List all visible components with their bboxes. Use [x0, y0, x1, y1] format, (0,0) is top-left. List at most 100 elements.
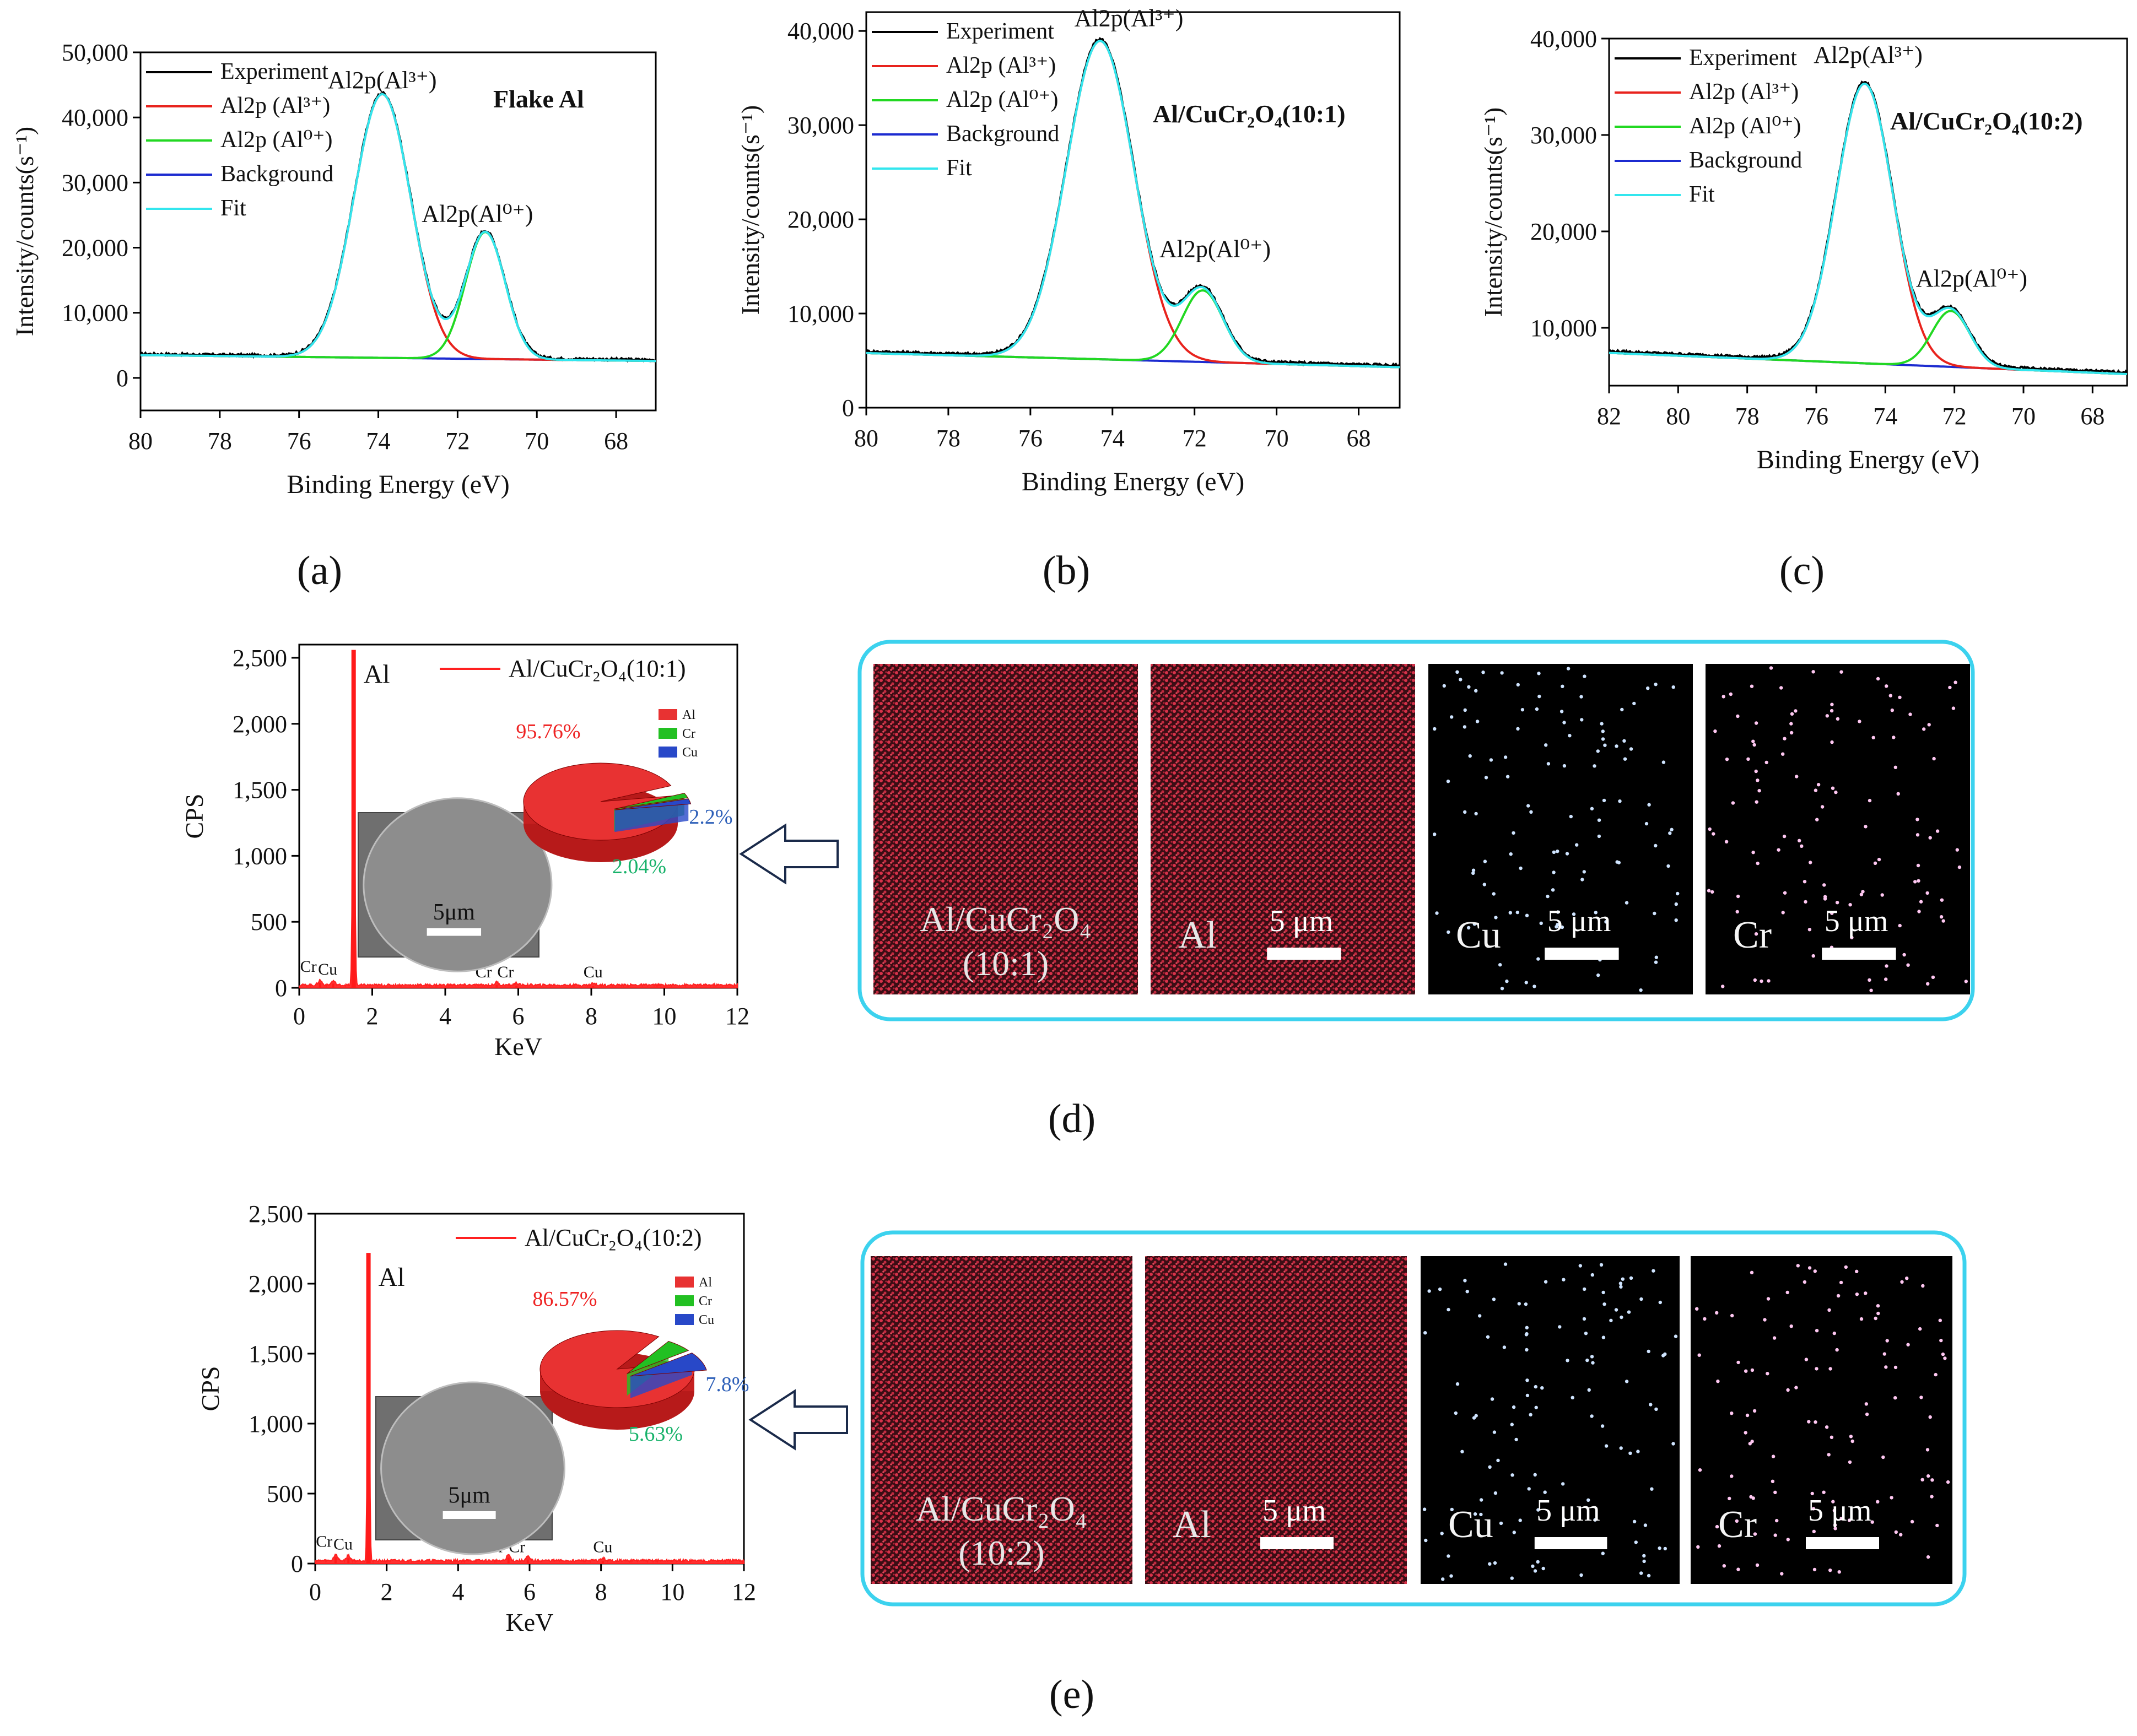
- element-dot: [1583, 1287, 1586, 1291]
- element-dot: [1771, 1454, 1776, 1458]
- element-dot: [1625, 1380, 1629, 1383]
- arrow-left-icon: [748, 1389, 848, 1451]
- x-tick-label: 12: [732, 1578, 756, 1605]
- element-dot: [1488, 1465, 1492, 1469]
- element-dot: [1876, 677, 1880, 681]
- x-tick-label: 6: [512, 1003, 525, 1030]
- element-dot: [1917, 910, 1921, 913]
- element-dot: [1750, 1440, 1754, 1443]
- legend-entry: Background: [946, 121, 1059, 147]
- element-dot: [1815, 1329, 1819, 1333]
- legend-entry: Experiment: [220, 59, 328, 84]
- eds-spectrum: [299, 667, 738, 988]
- element-dot: [1562, 1518, 1566, 1522]
- element-dot: [1531, 1564, 1535, 1568]
- map-image: [1691, 1256, 1952, 1584]
- element-dot: [1474, 812, 1478, 816]
- y-tick-label: 30,000: [787, 112, 854, 139]
- x-tick-label: 78: [936, 425, 960, 452]
- map-label: (10:1): [963, 944, 1049, 983]
- element-dot: [1724, 840, 1729, 844]
- element-dot: [1908, 712, 1912, 716]
- element-dot: [1663, 1546, 1667, 1551]
- element-dot: [1753, 978, 1757, 982]
- element-dot: [1835, 901, 1839, 905]
- element-dot: [1492, 1297, 1496, 1301]
- map-scale-label: 5 μm: [1547, 904, 1611, 938]
- element-dot: [1812, 1567, 1817, 1572]
- element-dot: [1710, 890, 1714, 894]
- map-scale-label: 5 μm: [1808, 1494, 1872, 1528]
- element-dot: [1807, 928, 1812, 932]
- legend-entry: Al2p (Al⁰⁺): [1689, 113, 1801, 139]
- map-label: Cu: [1448, 1504, 1493, 1546]
- element-dot: [1822, 1490, 1826, 1494]
- element-dot: [1848, 1460, 1852, 1464]
- y-tick-label: 20,000: [62, 235, 128, 262]
- element-dot: [1474, 689, 1478, 693]
- plot-frame: [1608, 37, 2128, 387]
- element-dot: [1736, 1567, 1740, 1571]
- element-dot: [1712, 832, 1715, 836]
- element-dot: [1811, 1507, 1816, 1511]
- element-dot: [1441, 1577, 1445, 1581]
- element-dot: [1514, 1437, 1518, 1442]
- element-dot: [1654, 955, 1658, 959]
- element-dot: [1823, 897, 1827, 901]
- element-dot: [1934, 1372, 1938, 1377]
- element-dot: [1526, 804, 1530, 808]
- element-dot: [1493, 1491, 1498, 1495]
- element-dot: [1731, 801, 1735, 805]
- element-dot: [1493, 1561, 1497, 1565]
- element-dot: [1751, 851, 1755, 855]
- element-dot: [1754, 769, 1758, 774]
- element-dot: [1915, 818, 1919, 821]
- element-dot: [1885, 964, 1888, 968]
- element-dot: [1539, 921, 1543, 926]
- element-dot: [1859, 1317, 1864, 1321]
- map-image: [873, 664, 1138, 994]
- element-dot: [1812, 1529, 1816, 1533]
- peak-annotation: Al2p(Al³⁺): [1075, 5, 1184, 32]
- element-dot: [1629, 1276, 1633, 1280]
- element-dot: [1698, 1468, 1702, 1472]
- element-dot: [1868, 978, 1871, 982]
- element-dot: [1503, 1262, 1508, 1266]
- element-dot: [1898, 923, 1902, 928]
- element-dot: [1964, 980, 1968, 983]
- element-dot: [1730, 1313, 1734, 1318]
- element-dot: [1803, 880, 1807, 884]
- element-dot: [1658, 1300, 1662, 1305]
- element-dot: [1479, 1512, 1483, 1517]
- legend-entry: Experiment: [1689, 45, 1797, 71]
- element-dot: [1543, 1490, 1547, 1494]
- element-dot: [1713, 729, 1717, 733]
- element-dot: [1782, 834, 1787, 839]
- y-tick-label: 2,500: [249, 1200, 303, 1227]
- fit-curve: [140, 93, 656, 363]
- element-dot: [1850, 935, 1854, 939]
- eds-map-al: Al 5 μm: [1145, 1256, 1407, 1584]
- y-tick-label: 10,000: [787, 300, 854, 327]
- element-dot: [1454, 1411, 1458, 1415]
- legend-entry: Background: [1689, 148, 1802, 173]
- element-dot: [1654, 1407, 1658, 1411]
- element-dot: [1535, 707, 1539, 711]
- element-dot: [1447, 1307, 1450, 1312]
- pie-legend-entry: Cu: [682, 745, 698, 760]
- plot-frame: [139, 51, 657, 412]
- peak-annotation: Al2p(Al⁰⁺): [1916, 265, 2027, 292]
- element-dot: [1551, 888, 1555, 892]
- element-dot: [1830, 911, 1834, 915]
- element-dot: [1941, 1352, 1945, 1356]
- element-dot: [1894, 1530, 1898, 1534]
- element-dot: [1512, 1531, 1516, 1534]
- pie-legend-entry: Cr: [682, 727, 695, 741]
- element-dot: [1822, 883, 1826, 887]
- x-tick-label: 76: [1018, 425, 1043, 452]
- y-tick-label: 40,000: [62, 104, 128, 131]
- y-axis-label: Intensity/counts(s⁻¹): [736, 105, 764, 315]
- element-dot: [1647, 1573, 1651, 1578]
- y-axis-label: Intensity/counts(s⁻¹): [1479, 107, 1507, 317]
- pie-label-cu: 2.2%: [689, 805, 732, 829]
